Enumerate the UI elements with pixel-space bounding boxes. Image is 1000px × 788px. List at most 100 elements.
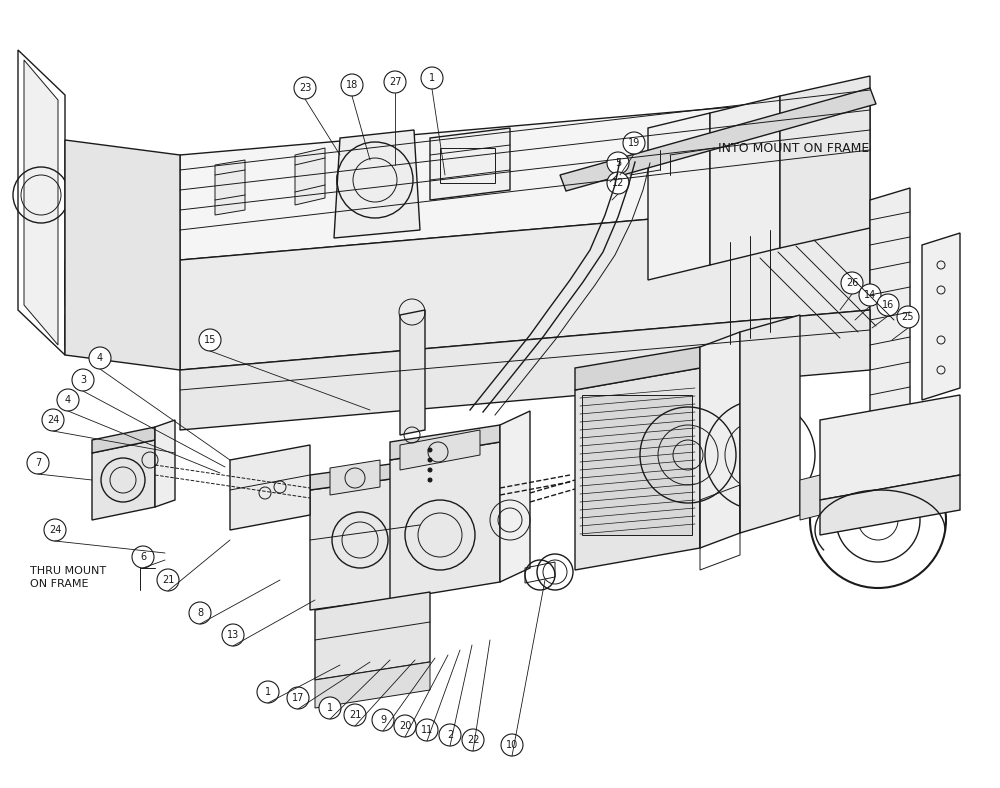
Polygon shape — [575, 368, 700, 570]
Text: 12: 12 — [612, 178, 624, 188]
Text: 2: 2 — [447, 730, 453, 740]
Polygon shape — [230, 445, 310, 530]
Circle shape — [623, 132, 645, 154]
Polygon shape — [560, 88, 876, 191]
Circle shape — [372, 709, 394, 731]
Circle shape — [462, 729, 484, 751]
Polygon shape — [334, 130, 420, 238]
Text: 21: 21 — [349, 710, 361, 720]
Polygon shape — [400, 430, 480, 470]
Polygon shape — [648, 113, 710, 280]
Circle shape — [89, 347, 111, 369]
Circle shape — [394, 715, 416, 737]
Circle shape — [607, 152, 629, 174]
Polygon shape — [500, 411, 530, 582]
Polygon shape — [922, 233, 960, 400]
Bar — [440, 148, 495, 183]
Polygon shape — [295, 148, 325, 205]
Circle shape — [42, 409, 64, 431]
Polygon shape — [420, 447, 450, 595]
Text: 10: 10 — [506, 740, 518, 750]
Polygon shape — [310, 460, 420, 490]
Polygon shape — [155, 420, 175, 507]
Circle shape — [501, 734, 523, 756]
Circle shape — [439, 724, 461, 746]
Text: 11: 11 — [421, 725, 433, 735]
Text: 16: 16 — [882, 300, 894, 310]
Polygon shape — [180, 310, 870, 430]
Text: 9: 9 — [380, 715, 386, 725]
Polygon shape — [92, 440, 155, 520]
Polygon shape — [400, 310, 425, 435]
Text: 24: 24 — [47, 415, 59, 425]
Text: ON FRAME: ON FRAME — [30, 579, 88, 589]
Polygon shape — [390, 442, 500, 600]
Circle shape — [859, 284, 881, 306]
Text: 1: 1 — [429, 73, 435, 83]
Polygon shape — [65, 140, 180, 370]
Polygon shape — [820, 475, 960, 535]
Text: 4: 4 — [97, 353, 103, 363]
Polygon shape — [740, 315, 800, 533]
Polygon shape — [360, 142, 390, 198]
Polygon shape — [575, 347, 700, 390]
Text: 26: 26 — [846, 278, 858, 288]
Polygon shape — [700, 332, 740, 548]
Polygon shape — [870, 188, 910, 420]
Text: 25: 25 — [902, 312, 914, 322]
Text: 1: 1 — [265, 687, 271, 697]
Polygon shape — [92, 427, 155, 453]
Circle shape — [877, 294, 899, 316]
Text: 4: 4 — [65, 395, 71, 405]
Polygon shape — [310, 475, 420, 610]
Polygon shape — [180, 200, 870, 370]
Polygon shape — [330, 460, 380, 495]
Circle shape — [428, 478, 432, 482]
Text: 5: 5 — [615, 158, 621, 168]
Circle shape — [428, 448, 432, 452]
Circle shape — [287, 687, 309, 709]
Polygon shape — [710, 96, 780, 265]
Polygon shape — [390, 425, 500, 460]
Circle shape — [319, 697, 341, 719]
Circle shape — [421, 67, 443, 89]
Polygon shape — [315, 662, 430, 708]
Text: 1: 1 — [327, 703, 333, 713]
Circle shape — [257, 681, 279, 703]
Text: 15: 15 — [204, 335, 216, 345]
Circle shape — [384, 71, 406, 93]
Circle shape — [428, 468, 432, 472]
Circle shape — [607, 172, 629, 194]
Text: 14: 14 — [864, 290, 876, 300]
Text: 8: 8 — [197, 608, 203, 618]
Circle shape — [294, 77, 316, 99]
Circle shape — [157, 569, 179, 591]
Circle shape — [189, 602, 211, 624]
Circle shape — [841, 272, 863, 294]
Text: 13: 13 — [227, 630, 239, 640]
Circle shape — [44, 519, 66, 541]
Text: 22: 22 — [467, 735, 479, 745]
Text: 20: 20 — [399, 721, 411, 731]
Text: 27: 27 — [389, 77, 401, 87]
Polygon shape — [780, 76, 870, 248]
Text: 21: 21 — [162, 575, 174, 585]
Circle shape — [57, 389, 79, 411]
Circle shape — [428, 458, 432, 462]
Text: 17: 17 — [292, 693, 304, 703]
Polygon shape — [180, 95, 870, 260]
Text: 19: 19 — [628, 138, 640, 148]
Text: 24: 24 — [49, 525, 61, 535]
Text: 18: 18 — [346, 80, 358, 90]
Polygon shape — [800, 470, 840, 520]
Circle shape — [344, 704, 366, 726]
Polygon shape — [215, 160, 245, 215]
Circle shape — [222, 624, 244, 646]
Text: INTO MOUNT ON FRAME: INTO MOUNT ON FRAME — [718, 142, 869, 154]
Circle shape — [416, 719, 438, 741]
Circle shape — [199, 329, 221, 351]
Circle shape — [132, 546, 154, 568]
Polygon shape — [315, 592, 430, 680]
Text: 23: 23 — [299, 83, 311, 93]
Polygon shape — [24, 60, 58, 345]
